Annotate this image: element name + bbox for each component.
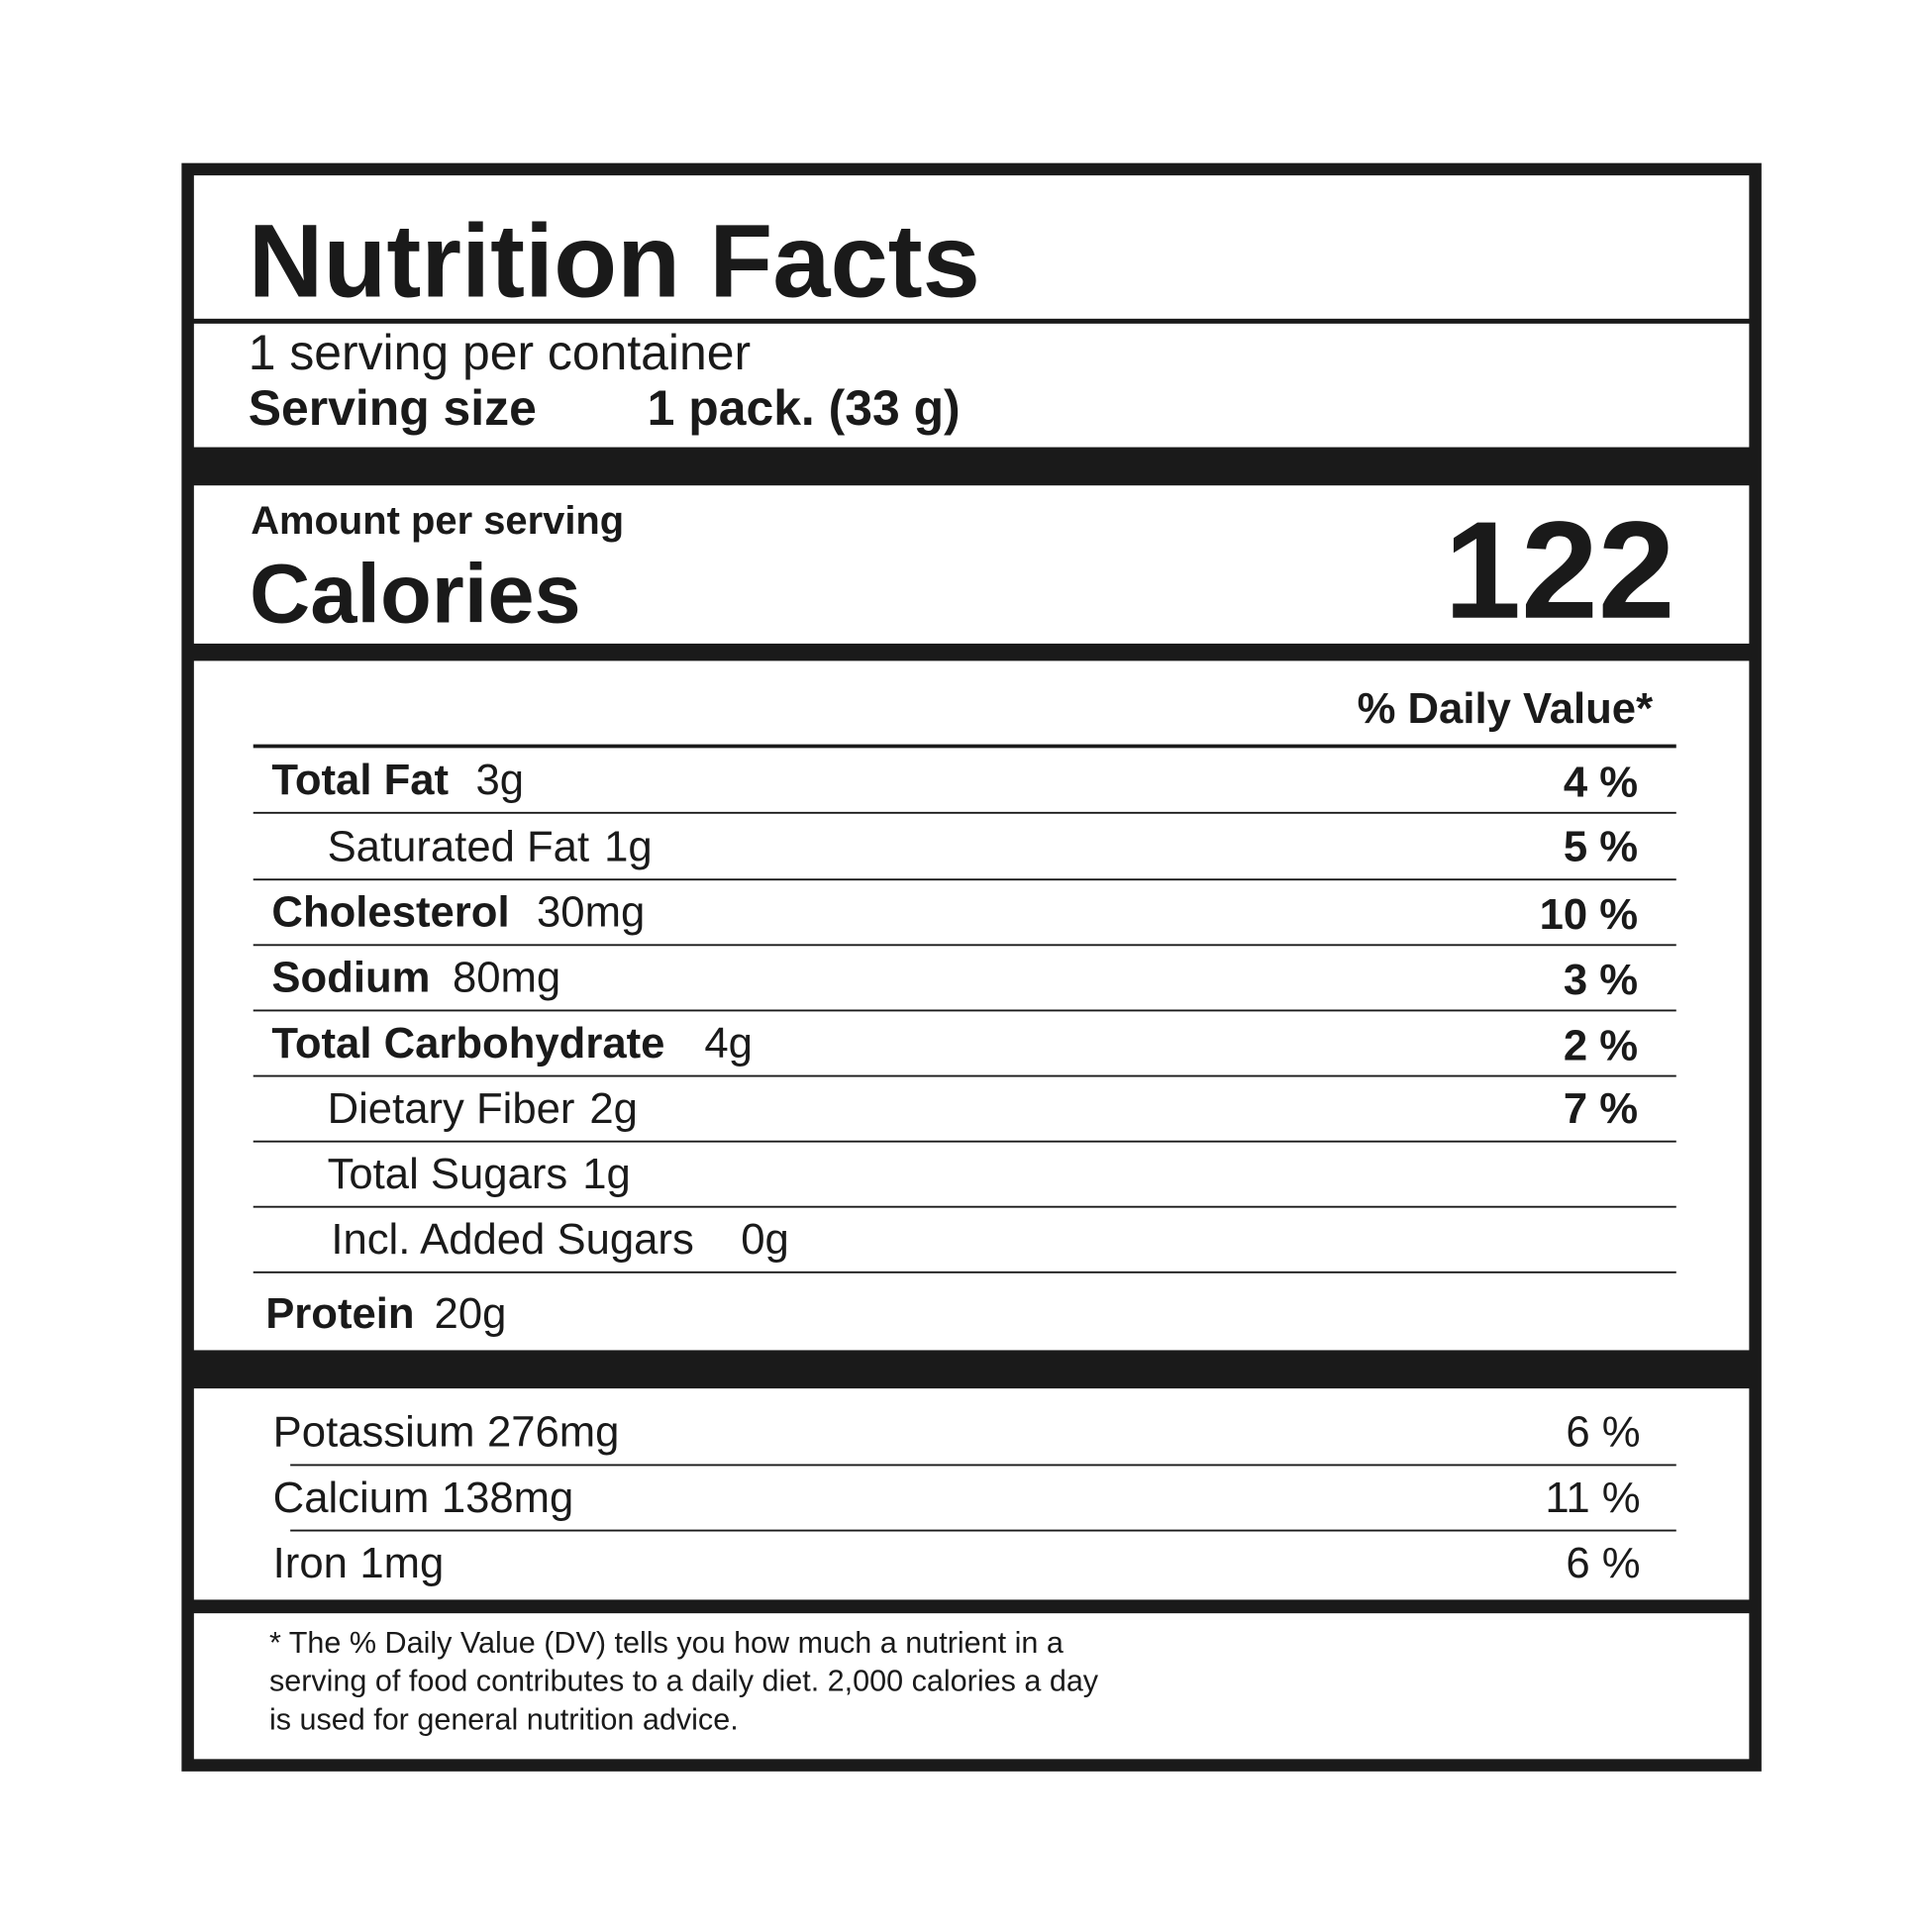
panel	[193, 661, 1750, 1351]
nutrient-name: Total Fat	[271, 756, 449, 804]
nutrient-row: Protein 20g	[265, 1289, 506, 1338]
calories-value: 122	[1444, 493, 1674, 648]
title: Nutrition Facts	[249, 203, 980, 319]
nutrient-amount: 30mg	[537, 888, 645, 937]
nutrient-dv: 5 %	[1564, 822, 1638, 870]
nutrient-amount: 4g	[704, 1019, 753, 1068]
nutrient-amount: 20g	[435, 1289, 507, 1338]
nutrient-amount: 2g	[589, 1084, 638, 1133]
nutrient-dv: 4 %	[1564, 759, 1638, 807]
nutrient-row: Incl. Added Sugars 0g	[331, 1215, 788, 1264]
nutrient-name: Saturated Fat	[328, 822, 590, 870]
footnote-line: * The % Daily Value (DV) tells you how m…	[269, 1626, 1064, 1660]
panel	[193, 175, 1750, 319]
serving-size-label: Serving size	[249, 380, 537, 436]
footnote-line: serving of food contributes to a daily d…	[269, 1665, 1099, 1698]
nutrient-row: Sodium 80mg	[271, 954, 560, 1002]
mineral-name: Potassium	[273, 1408, 475, 1457]
panel	[193, 1613, 1750, 1760]
nutrient-row: Saturated Fat 1g	[328, 822, 653, 870]
calories-label: Calories	[250, 547, 581, 641]
footnote-line: is used for general nutrition advice.	[269, 1702, 739, 1736]
nutrient-name: Total Carbohydrate	[271, 1019, 664, 1068]
nutrient-row: Total Fat 3g	[271, 756, 524, 804]
nutrient-dv: 2 %	[1564, 1021, 1638, 1069]
mineral-row: Potassium 276mg	[273, 1408, 620, 1457]
mineral-amount: 276mg	[487, 1408, 619, 1457]
nutrient-row: Cholesterol 30mg	[271, 888, 645, 937]
mineral-amount: 1mg	[359, 1539, 444, 1587]
mineral-amount: 138mg	[442, 1474, 573, 1522]
nutrient-name: Total Sugars	[328, 1150, 568, 1198]
mineral-dv: 6 %	[1566, 1539, 1640, 1587]
nutrient-amount: 0g	[741, 1215, 789, 1264]
mineral-row: Calcium 138mg	[273, 1474, 574, 1522]
nutrient-row: Total Carbohydrate 4g	[271, 1019, 752, 1068]
nutrient-name: Dietary Fiber	[328, 1084, 575, 1133]
nutrient-name: Cholesterol	[271, 888, 509, 937]
nutrient-dv: 3 %	[1564, 956, 1638, 1004]
mineral-dv: 6 %	[1566, 1408, 1640, 1457]
panel	[193, 485, 1750, 644]
mineral-dv: 11 %	[1545, 1474, 1640, 1522]
serving-size-value: 1 pack. (33 g)	[648, 380, 961, 436]
daily-value-header: % Daily Value*	[1358, 684, 1653, 733]
nutrient-name: Sodium	[271, 954, 430, 1002]
servings: 1 serving per container	[249, 325, 751, 380]
amount-per-serving: Amount per serving	[251, 499, 624, 543]
panel	[193, 1388, 1750, 1600]
mineral-row: Iron 1mg	[273, 1539, 445, 1587]
nutrient-dv: 7 %	[1564, 1084, 1638, 1133]
mineral-name: Calcium	[273, 1474, 430, 1522]
nutrient-name: Protein	[265, 1289, 414, 1338]
nutrient-amount: 80mg	[453, 954, 560, 1002]
nutrient-row: Total Sugars 1g	[328, 1150, 631, 1198]
nutrient-name: Incl. Added Sugars	[331, 1215, 693, 1264]
nutrient-amount: 3g	[476, 756, 525, 804]
nutrient-amount: 1g	[604, 822, 653, 870]
nutrient-row: Dietary Fiber 2g	[328, 1084, 638, 1133]
nutrient-dv: 10 %	[1540, 890, 1639, 939]
nutrient-amount: 1g	[582, 1150, 631, 1198]
panel	[193, 323, 1750, 448]
mineral-name: Iron	[273, 1539, 348, 1587]
